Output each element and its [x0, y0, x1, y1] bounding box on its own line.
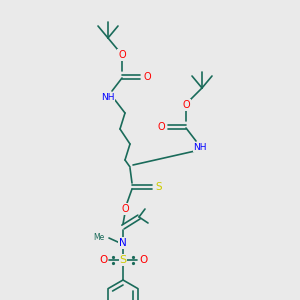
- Text: O: O: [139, 255, 147, 265]
- Text: Me: Me: [94, 232, 105, 242]
- Text: O: O: [157, 122, 165, 132]
- Text: S: S: [119, 255, 127, 265]
- Text: O: O: [121, 204, 129, 214]
- Text: NH: NH: [193, 142, 207, 152]
- Text: NH: NH: [101, 92, 115, 101]
- Text: O: O: [182, 100, 190, 110]
- Text: S: S: [156, 182, 162, 192]
- Text: O: O: [143, 72, 151, 82]
- Text: O: O: [99, 255, 107, 265]
- Text: O: O: [118, 50, 126, 60]
- Text: N: N: [119, 238, 127, 248]
